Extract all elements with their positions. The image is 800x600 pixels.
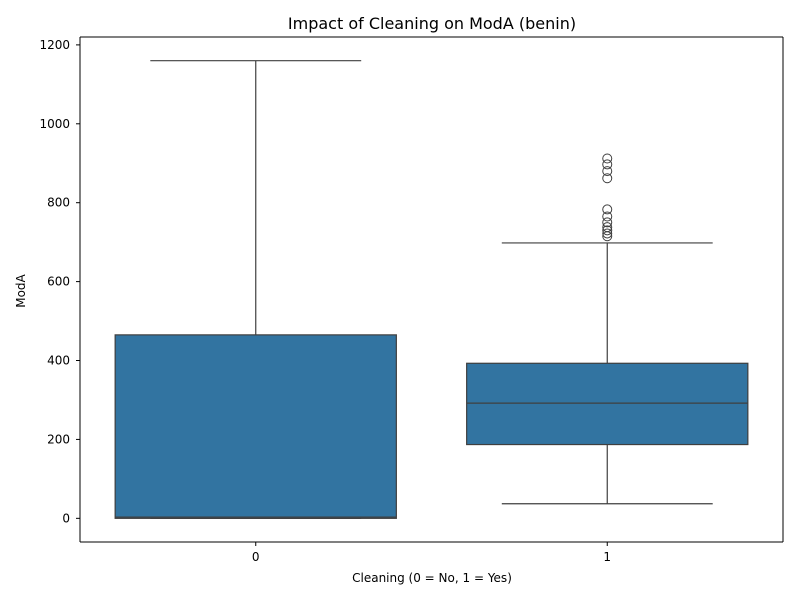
box-1 (466, 362, 749, 446)
box-1-outlier-3 (602, 225, 613, 236)
y-tick-label-1200: 1200 (39, 38, 70, 52)
y-axis-label: ModA (14, 273, 28, 307)
chart-title: Impact of Cleaning on ModA (benin) (288, 14, 576, 33)
box-1-outlier-10 (602, 159, 613, 170)
box-0 (114, 334, 397, 519)
y-tick-label-200: 200 (47, 432, 70, 446)
box-1-outlier-2 (602, 228, 613, 239)
box-1-outlier-9 (602, 166, 613, 177)
box-1-outlier-11 (602, 153, 613, 164)
box-1-outlier-8 (602, 173, 613, 184)
box-1-outlier-4 (602, 222, 613, 233)
x-tick-label-1: 1 (603, 550, 611, 564)
y-tick-label-0: 0 (62, 511, 70, 525)
y-tick-label-600: 600 (47, 275, 70, 289)
box-1-outlier-6 (602, 211, 613, 222)
y-tick-label-800: 800 (47, 196, 70, 210)
box-1-outlier-5 (602, 217, 613, 228)
y-tick-label-400: 400 (47, 354, 70, 368)
x-tick-label-0: 0 (252, 550, 260, 564)
axes: 0 200 400 600 800 1000 1200 0 1 (39, 36, 784, 564)
plot-area (114, 60, 749, 519)
x-axis-label: Cleaning (0 = No, 1 = Yes) (352, 571, 512, 585)
y-tick-label-1000: 1000 (39, 117, 70, 131)
box-1-outlier-7 (602, 204, 613, 215)
